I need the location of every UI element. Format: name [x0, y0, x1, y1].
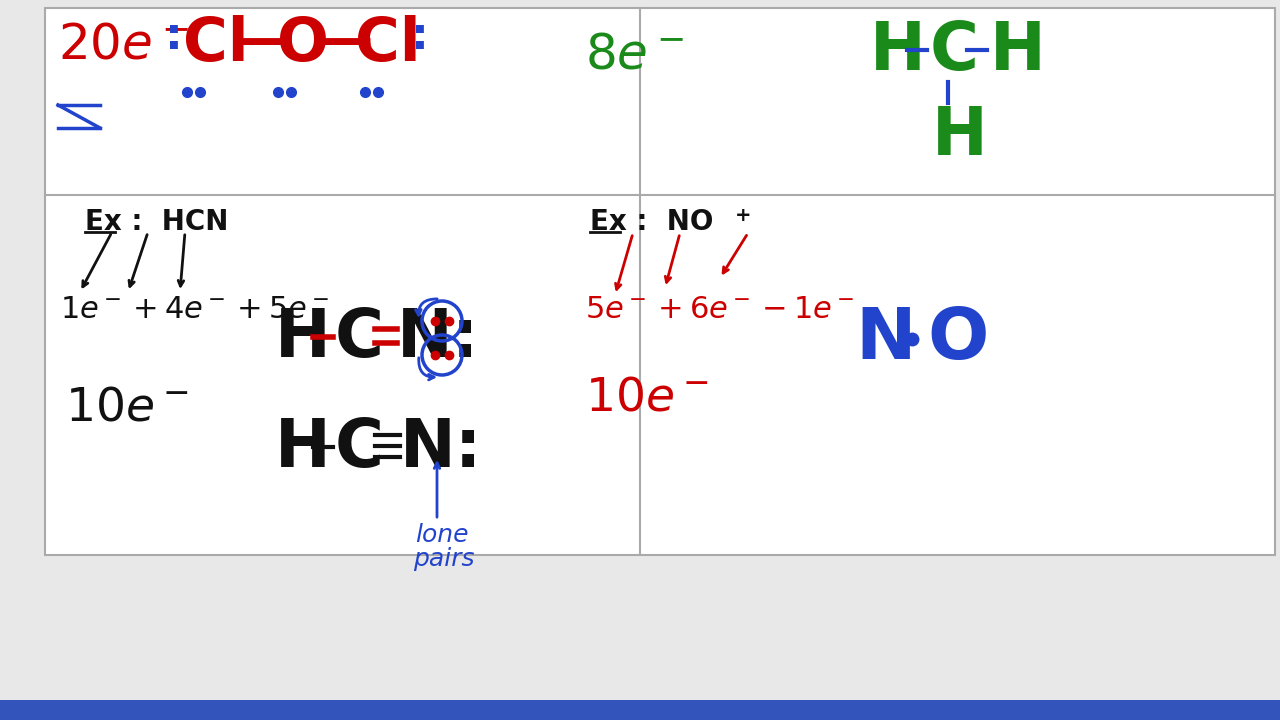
Text: $8e^-$: $8e^-$ [585, 30, 685, 78]
Text: $1e^- + 4e^- + 5e^-$: $1e^- + 4e^- + 5e^-$ [60, 295, 329, 324]
Text: O: O [276, 15, 329, 74]
Bar [0, 700, 1280, 720]
Text: N: N [855, 305, 915, 374]
Text: $10e^-$: $10e^-$ [65, 385, 189, 430]
Text: C: C [335, 415, 384, 481]
Text: lone: lone [415, 523, 468, 547]
Text: :: : [165, 15, 183, 58]
Text: H: H [275, 415, 330, 481]
Text: Cl: Cl [355, 15, 421, 74]
Text: Ex :  HCN: Ex : HCN [84, 208, 228, 236]
Text: —: — [239, 15, 294, 69]
Text: N:: N: [399, 415, 483, 481]
Text: $5e^- + 6e^- - 1e^-$: $5e^- + 6e^- - 1e^-$ [585, 295, 855, 324]
Text: H: H [989, 18, 1046, 84]
Text: N:: N: [397, 305, 480, 371]
Text: +: + [735, 206, 751, 225]
Text: H: H [275, 305, 330, 371]
Text: $10e^-$: $10e^-$ [585, 375, 709, 420]
Text: C: C [335, 305, 384, 371]
Text: H: H [870, 18, 925, 84]
Text: $20e^-$: $20e^-$ [58, 20, 189, 68]
Text: O: O [927, 305, 988, 374]
Text: C: C [931, 18, 979, 84]
Text: :: : [411, 15, 429, 58]
Text: —: — [317, 15, 374, 69]
Bar [45, 8, 1275, 555]
Text: H: H [932, 103, 988, 169]
Text: Cl: Cl [183, 15, 248, 74]
Text: Ex :  NO: Ex : NO [590, 208, 713, 236]
Text: pairs: pairs [413, 547, 475, 571]
